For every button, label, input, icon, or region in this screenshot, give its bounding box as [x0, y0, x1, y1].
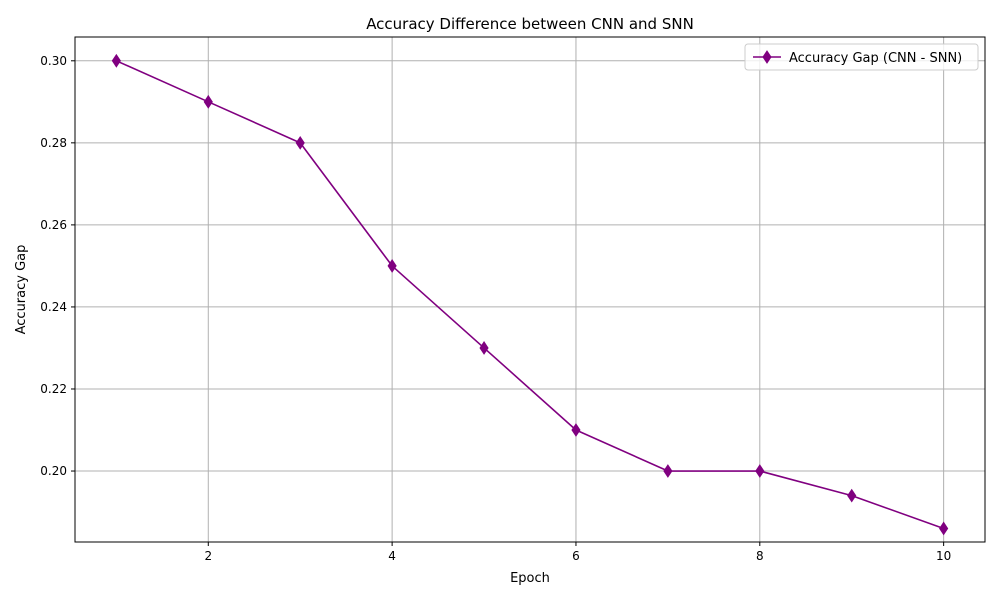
legend-label: Accuracy Gap (CNN - SNN) — [789, 51, 962, 66]
y-tick-label: 0.22 — [40, 382, 67, 396]
y-tick-label: 0.30 — [40, 54, 67, 68]
marker-layer — [111, 53, 949, 536]
x-axis-ticks: 2 4 6 8 10 — [204, 542, 951, 563]
data-point-marker — [847, 488, 857, 503]
y-tick-label: 0.20 — [40, 464, 67, 478]
data-point-marker — [571, 423, 581, 437]
chart-title: Accuracy Difference between CNN and SNN — [366, 15, 694, 33]
x-tick-label: 2 — [204, 549, 212, 563]
data-point-marker — [479, 341, 489, 355]
legend-box — [744, 43, 979, 71]
y-tick-label: 0.24 — [40, 300, 67, 314]
data-point-marker — [111, 53, 121, 68]
y-tick-label: 0.28 — [40, 136, 67, 150]
x-tick-label: 4 — [388, 549, 396, 563]
series-layer — [116, 60, 944, 530]
data-point-marker — [203, 94, 213, 109]
grid-layer — [75, 37, 985, 542]
legend-marker-icon — [762, 50, 772, 64]
series-line — [116, 60, 944, 530]
x-tick-label: 6 — [572, 549, 580, 563]
x-tick-label: 10 — [936, 549, 951, 563]
legend: Accuracy Gap (CNN - SNN) — [744, 43, 979, 71]
data-point-marker — [295, 135, 305, 150]
data-point-marker — [663, 464, 673, 478]
data-point-marker — [939, 521, 949, 536]
y-axis-label: Accuracy Gap — [14, 245, 29, 335]
data-point-marker — [387, 259, 397, 273]
data-point-marker — [755, 464, 765, 478]
y-tick-label: 0.26 — [40, 218, 67, 232]
plot-area-frame — [74, 36, 986, 543]
y-axis-ticks: 0.20 0.22 0.24 0.26 0.28 0.30 — [40, 54, 75, 478]
x-tick-label: 8 — [756, 549, 764, 563]
x-axis-label: Epoch — [510, 571, 550, 586]
